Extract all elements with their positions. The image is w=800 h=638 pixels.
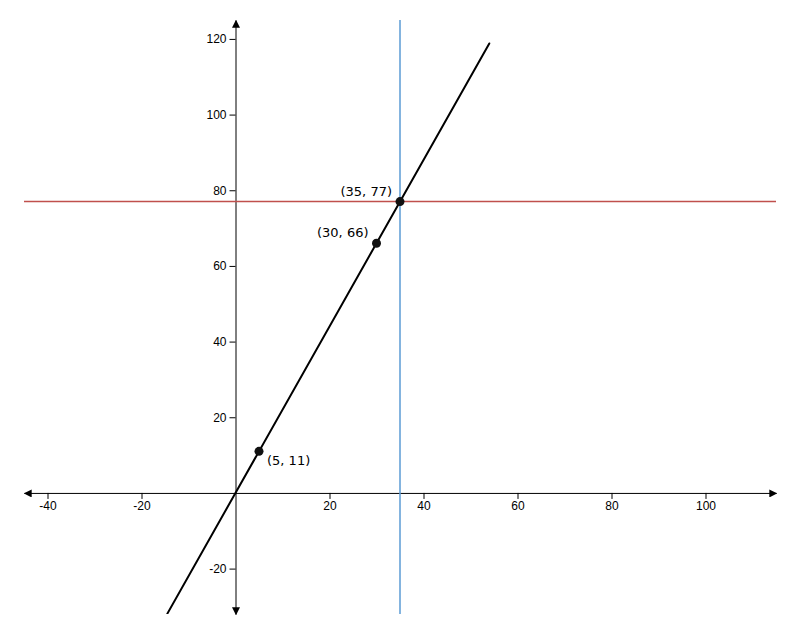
x-tick: 60 (511, 493, 525, 514)
y-tick: -20 (209, 562, 235, 576)
x-tick: -40 (39, 493, 57, 514)
chart: -40 -20 20 40 60 80 100 -20 20 40 60 80 100 120 (5, 11… (0, 0, 800, 638)
x-tick-mark (330, 493, 331, 499)
y-tick-mark (230, 115, 236, 116)
marks (24, 20, 776, 614)
x-tick-mark (48, 493, 49, 499)
x-tick-label: 20 (323, 499, 337, 513)
point (255, 447, 264, 456)
x-tick-label: 80 (605, 499, 619, 513)
x-tick-label: -40 (39, 499, 57, 513)
x-tick-label: 40 (417, 499, 431, 513)
x-tick: -20 (133, 493, 151, 514)
y-tick-mark (230, 342, 236, 343)
line (399, 20, 401, 614)
y-tick: 60 (213, 259, 235, 273)
x-tick-label: 60 (511, 499, 525, 513)
x-tick: 20 (323, 493, 337, 514)
y-tick-label: 20 (213, 411, 227, 425)
point (372, 239, 381, 248)
y-tick-label: 100 (206, 108, 226, 122)
y-tick-label: -20 (209, 562, 227, 576)
y-tick-mark (230, 190, 236, 191)
y-tick-label: 120 (206, 32, 226, 46)
data-label: (35, 77) (341, 184, 393, 199)
data-label: (5, 11) (267, 453, 310, 468)
y-tick-mark (230, 417, 236, 418)
data-label: (30, 66) (317, 225, 369, 240)
x-tick-mark (612, 493, 613, 499)
y-tick-mark (230, 266, 236, 267)
y-axis: -20 20 40 60 80 100 120 (206, 21, 236, 615)
plot: -40 -20 20 40 60 80 100 -20 20 40 60 80 100 120 (5, 11… (24, 20, 777, 615)
x-tick-label: -20 (133, 499, 151, 513)
y-tick-label: 40 (213, 335, 227, 349)
y-tick-mark (230, 569, 236, 570)
y-tick: 100 (206, 108, 235, 122)
y-tick-label: 80 (213, 184, 227, 198)
x-tick-mark (424, 493, 425, 499)
x-tick-mark (518, 493, 519, 499)
point (396, 197, 405, 206)
y-tick: 80 (213, 184, 235, 198)
x-tick-mark (706, 493, 707, 499)
line (167, 43, 489, 613)
y-tick: 120 (206, 32, 235, 46)
x-tick: 80 (605, 493, 619, 514)
x-tick: 100 (696, 493, 716, 514)
y-tick-label: 60 (213, 259, 227, 273)
data-labels: (5, 11) (30, 66) (35, 77) (267, 184, 392, 469)
x-tick-mark (142, 493, 143, 499)
y-axis-line (236, 21, 237, 615)
x-tick: 40 (417, 493, 431, 514)
y-tick: 40 (213, 335, 235, 349)
x-tick-label: 100 (696, 499, 716, 513)
y-tick-mark (230, 39, 236, 40)
y-tick: 20 (213, 411, 235, 425)
